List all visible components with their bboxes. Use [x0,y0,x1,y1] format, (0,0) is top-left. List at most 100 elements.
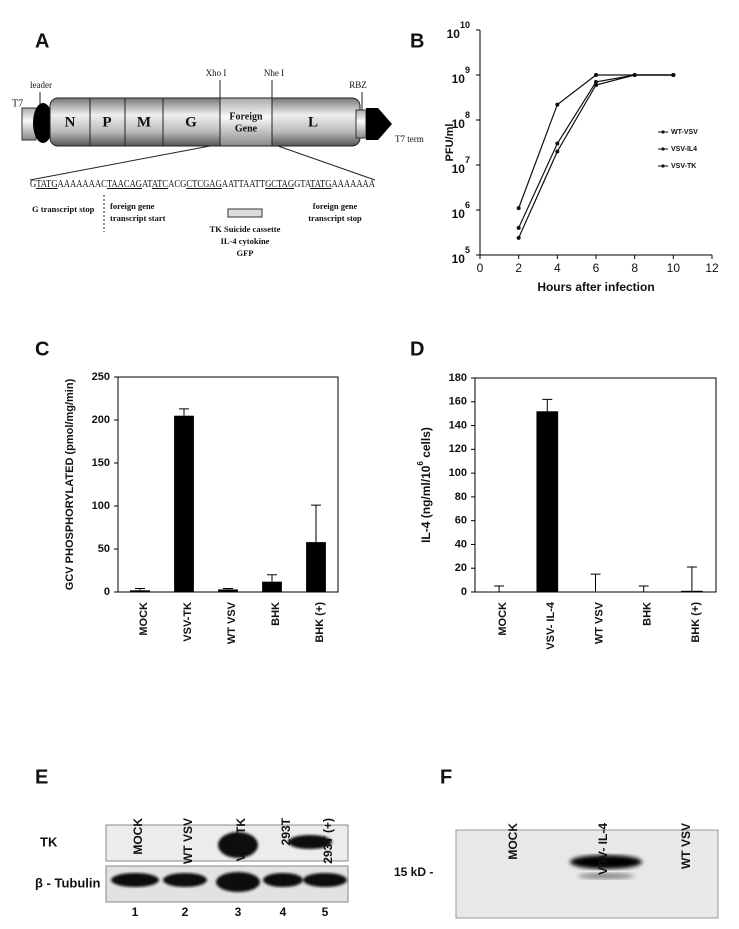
legend-marker [661,130,665,134]
point [632,73,637,77]
sequence-segment: GCTAG [265,179,294,190]
x-tick-label: WT VSV [593,601,605,644]
sequence-segment: G [30,179,36,190]
sequence-segment: AAAAAAA [58,179,102,190]
sequence-segment: ATC [152,179,169,190]
label-exponent: 6 [416,461,425,466]
plot-frame [117,376,339,593]
sequence-segment: C [101,179,107,190]
genome-diagram [21,80,392,232]
tick-exponent: 7 [465,155,470,165]
x-tick-label: BHK (+) [690,602,702,643]
point [594,82,598,87]
label-part: IL-4 (ng/ml/10 [419,465,433,543]
x-tick-label: BHK [270,602,282,626]
y-tick-label: 180 [449,372,467,384]
lane-number: 5 [322,905,329,919]
label: T7 term [395,134,424,144]
y-tick-label: 105 [452,245,470,266]
x-tick-label: 0 [477,261,484,275]
lane-number: 4 [280,905,287,919]
tick-exponent: 5 [465,245,470,255]
panel-label: C [35,338,49,360]
x-tick-label: WT VSV [226,601,238,644]
point [516,225,521,230]
y-tick-label: 250 [92,371,110,383]
gene-label: M [137,114,151,130]
label: T7 [12,98,23,109]
error-bar [590,573,601,592]
error-bar [223,588,233,590]
tick-exponent: 8 [465,110,470,120]
gene-label: P [102,114,111,130]
lane-label: VSV- IL-4 [596,823,610,875]
y-tick-label: 0 [461,586,467,598]
error-bar [686,566,697,591]
label: transcript stop [308,213,362,223]
series-line [518,74,674,209]
lane-label: VSV-TK [234,818,248,862]
error-bar [638,585,649,592]
label: IL-4 cytokine [221,236,270,246]
gene-label: Gene [235,123,258,134]
y-tick-label: 20 [455,562,467,574]
y-tick-label: 200 [92,414,110,426]
panel-label: D [410,338,424,360]
plot-frame [474,377,717,593]
tick-base: 10 [452,207,466,221]
site-label: Nhe I [264,68,284,78]
y-tick-label: 106 [452,200,470,221]
lane-label: WT VSV [679,823,693,869]
error-bar [311,504,321,543]
y-tick-label: 160 [449,396,467,408]
lane-label: MOCK [506,823,520,860]
series-line [518,74,674,229]
sequence-segment: GTA [294,179,312,190]
sequence-segment: TATG [310,179,331,190]
bar [262,581,282,592]
y-axis-label: PFU/ml [444,124,456,162]
error-bar [179,408,189,416]
legend-label: VSV-TK [671,163,696,170]
sequence-segment: ACG [168,179,186,190]
tick-base: 10 [452,72,466,86]
x-tick-label: MOCK [138,602,150,636]
bar [536,411,559,592]
label: GFP [237,248,254,258]
tick-exponent: 6 [465,200,470,210]
gene-label: N [65,114,76,130]
tick-exponent: 10 [460,20,470,30]
tick-base: 10 [452,117,466,131]
x-tick-label: 8 [631,261,638,275]
label: transcript start [110,213,166,223]
panel-label: A [35,30,49,52]
y-tick-label: 140 [449,419,467,431]
x-tick-label: 10 [667,261,681,275]
y-axis-label: GCV PHOSPHORYLATED (pmol/mg/min) [64,378,76,590]
error-bar [267,574,277,582]
site-label: RBZ [349,80,367,90]
y-tick-label: 1010 [447,20,470,41]
sequence-segment: CTCGAG [186,179,221,190]
y-tick-label: 40 [455,538,467,550]
label-part: cells) [419,427,433,461]
tick-base: 10 [452,252,466,266]
error-bar [494,585,505,592]
sequence-segment: AATTAATT [222,179,265,190]
panel-label: E [35,766,48,788]
tick-exponent: 9 [465,65,470,75]
label: G transcript stop [32,204,95,214]
lane-label: MOCK [131,818,145,855]
y-axis-label: IL-4 (ng/ml/106 cells) [416,427,433,543]
point [516,235,521,240]
gene-label: G [185,114,197,130]
point [594,73,598,77]
y-tick-label: 60 [455,515,467,527]
error-bar [542,398,553,412]
x-tick-label: VSV- IL-4 [545,601,557,650]
x-tick-label: 6 [593,261,600,275]
x-tick-label: 4 [554,261,561,275]
bar [130,590,150,592]
lane-number: 2 [182,905,189,919]
